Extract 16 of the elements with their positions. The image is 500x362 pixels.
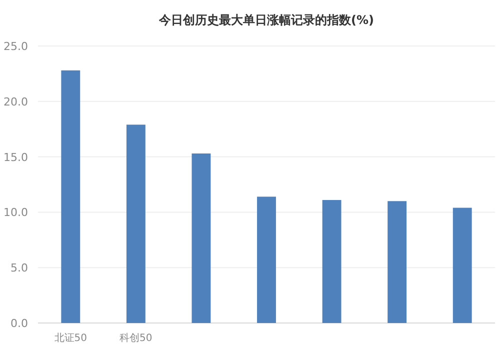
bar bbox=[322, 200, 342, 323]
bar bbox=[388, 201, 407, 323]
y-tick-label: 0.0 bbox=[10, 317, 28, 330]
chart-title: 今日创历史最大单日涨幅记录的指数(%) bbox=[158, 13, 374, 27]
bar bbox=[192, 153, 211, 323]
y-tick-label: 5.0 bbox=[10, 262, 28, 275]
y-tick-label: 10.0 bbox=[4, 206, 28, 220]
y-tick-label: 25.0 bbox=[4, 40, 28, 53]
y-tick-label: 20.0 bbox=[4, 95, 28, 108]
bar bbox=[126, 124, 146, 323]
bar bbox=[61, 70, 80, 323]
y-tick-label: 15.0 bbox=[4, 150, 28, 164]
x-tick-label: 北证50 bbox=[54, 332, 88, 344]
bar bbox=[257, 196, 276, 323]
bar bbox=[452, 208, 472, 323]
x-tick-label: 科创50 bbox=[120, 332, 152, 344]
